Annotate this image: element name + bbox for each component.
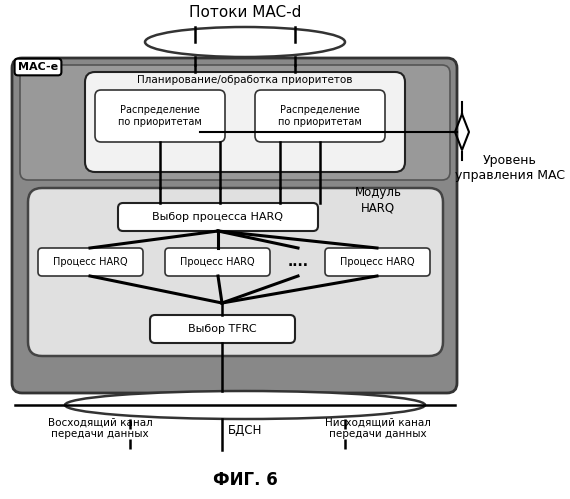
Ellipse shape <box>145 27 345 57</box>
Text: Выбор TFRC: Выбор TFRC <box>188 324 256 334</box>
FancyBboxPatch shape <box>12 58 457 393</box>
Text: Модуль
HARQ: Модуль HARQ <box>355 186 401 214</box>
Text: Распределение
по приоритетам: Распределение по приоритетам <box>278 105 362 127</box>
Ellipse shape <box>65 391 425 419</box>
Text: Потоки MAC-d: Потоки MAC-d <box>189 4 301 19</box>
Text: Восходящий канал
передачи данных: Восходящий канал передачи данных <box>48 417 152 439</box>
Text: Распределение
по приоритетам: Распределение по приоритетам <box>118 105 202 127</box>
FancyBboxPatch shape <box>38 248 143 276</box>
FancyBboxPatch shape <box>85 72 405 172</box>
FancyBboxPatch shape <box>255 90 385 142</box>
FancyBboxPatch shape <box>118 203 318 231</box>
Text: Процесс HARQ: Процесс HARQ <box>52 257 127 267</box>
Text: Выбор процесса HARQ: Выбор процесса HARQ <box>153 212 283 222</box>
FancyBboxPatch shape <box>95 90 225 142</box>
Text: Планирование/обработка приоритетов: Планирование/обработка приоритетов <box>137 75 353 85</box>
Text: Нисходящий канал
передачи данных: Нисходящий канал передачи данных <box>325 417 431 439</box>
Text: ....: .... <box>287 255 308 269</box>
Text: Процесс HARQ: Процесс HARQ <box>340 257 414 267</box>
Text: Процесс HARQ: Процесс HARQ <box>180 257 254 267</box>
FancyBboxPatch shape <box>325 248 430 276</box>
FancyBboxPatch shape <box>20 65 450 180</box>
Text: Уровень: Уровень <box>483 154 537 167</box>
FancyBboxPatch shape <box>165 248 270 276</box>
FancyBboxPatch shape <box>150 315 295 343</box>
Text: ФИГ. 6: ФИГ. 6 <box>213 471 278 489</box>
FancyBboxPatch shape <box>28 188 443 356</box>
Text: MAC-e: MAC-e <box>18 62 58 72</box>
Text: управления MAC: управления MAC <box>455 169 565 182</box>
Text: БДСН: БДСН <box>228 424 262 437</box>
